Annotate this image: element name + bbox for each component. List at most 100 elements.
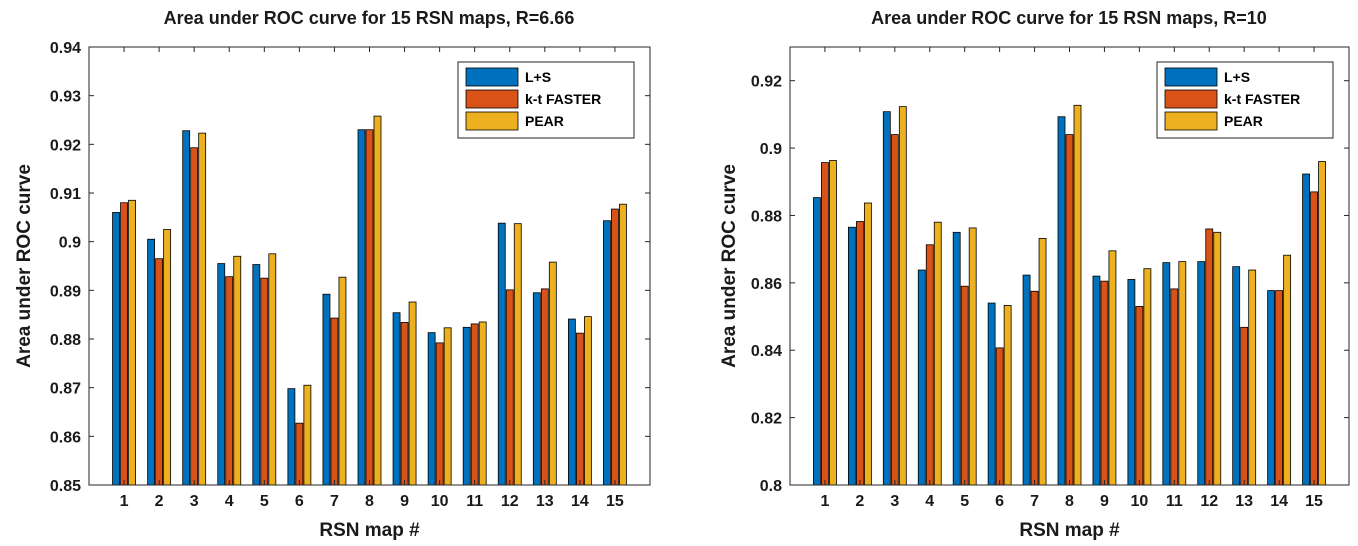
bar-l-s-11 xyxy=(462,326,471,486)
bar-pear-5 xyxy=(268,253,277,486)
bar-pear-7 xyxy=(1038,237,1047,486)
xtick-label: 8 xyxy=(365,493,374,510)
bar-l-s-7 xyxy=(1022,274,1031,486)
y-axis-label: Area under ROC curve xyxy=(14,164,35,368)
xtick-label: 7 xyxy=(330,493,339,510)
bar-l-s-13 xyxy=(532,292,541,486)
xtick-label: 3 xyxy=(190,493,199,510)
ytick-label: 0.8 xyxy=(760,478,782,495)
bar-l-s-12 xyxy=(1197,261,1206,486)
ytick-label: 0.9 xyxy=(59,235,81,252)
ytick-label: 0.82 xyxy=(751,411,782,428)
xtick-label: 14 xyxy=(1270,493,1288,510)
bar-pear-2 xyxy=(163,229,172,486)
bar-l-s-8 xyxy=(357,129,366,486)
bar-l-s-14 xyxy=(567,318,576,486)
ytick-label: 0.92 xyxy=(50,137,81,154)
bar-k-t-faster-2 xyxy=(855,221,864,486)
bar-k-t-faster-5 xyxy=(260,277,269,486)
bar-pear-12 xyxy=(1213,231,1222,486)
bar-k-t-faster-6 xyxy=(295,422,304,486)
xtick-label: 10 xyxy=(431,493,449,510)
legend-swatch-3 xyxy=(1164,111,1218,131)
bar-l-s-15 xyxy=(1302,173,1310,486)
ytick-label: 0.9 xyxy=(760,141,782,158)
bar-pear-4 xyxy=(233,255,242,486)
legend-swatch-1 xyxy=(465,67,519,87)
bar-pear-1 xyxy=(128,199,136,486)
bar-k-t-faster-13 xyxy=(1240,326,1249,486)
ytick-label: 0.85 xyxy=(50,478,81,495)
xtick-label: 5 xyxy=(960,493,969,510)
bar-pear-9 xyxy=(1108,250,1117,486)
xtick-label: 4 xyxy=(225,493,234,510)
bar-pear-1 xyxy=(829,160,837,486)
bar-l-s-6 xyxy=(987,302,996,486)
bar-k-t-faster-1 xyxy=(821,162,829,486)
bar-k-t-faster-2 xyxy=(155,258,164,486)
xtick-label: 9 xyxy=(400,493,409,510)
bar-pear-6 xyxy=(303,384,312,486)
ytick-label: 0.89 xyxy=(50,283,81,300)
legend-label-2: k-t FASTER xyxy=(525,91,601,107)
bar-pear-6 xyxy=(1003,305,1012,486)
legend: L+S k-t FASTER PEAR xyxy=(457,61,635,139)
bar-l-s-14 xyxy=(1267,290,1276,486)
bar-pear-8 xyxy=(1073,104,1082,486)
bar-pear-10 xyxy=(1143,268,1152,486)
xtick-label: 2 xyxy=(855,493,864,510)
bar-pear-15 xyxy=(619,203,627,486)
bar-l-s-10 xyxy=(427,332,436,486)
ytick-label: 0.92 xyxy=(751,74,782,91)
chart-title: Area under ROC curve for 15 RSN maps, R=… xyxy=(871,8,1267,28)
xtick-label: 7 xyxy=(1030,493,1039,510)
xtick-label: 9 xyxy=(1100,493,1109,510)
xtick-label: 2 xyxy=(155,493,164,510)
bar-k-t-faster-8 xyxy=(365,129,374,486)
bar-k-t-faster-14 xyxy=(575,332,584,486)
bar-l-s-1 xyxy=(112,212,120,486)
bar-l-s-3 xyxy=(882,111,891,486)
bar-k-t-faster-1 xyxy=(120,202,128,486)
bar-l-s-9 xyxy=(1092,275,1101,486)
xtick-label: 10 xyxy=(1130,493,1148,510)
chart-panel-2: Area under ROC curve for 15 RSN maps, R=… xyxy=(719,8,1350,541)
xtick-label: 6 xyxy=(295,493,304,510)
bar-k-t-faster-5 xyxy=(960,285,969,486)
legend-label-3: PEAR xyxy=(525,113,564,129)
bar-l-s-5 xyxy=(952,231,961,486)
ytick-label: 0.86 xyxy=(50,429,81,446)
bar-k-t-faster-7 xyxy=(1030,290,1039,486)
bar-pear-11 xyxy=(1178,261,1187,486)
bar-l-s-7 xyxy=(322,293,331,486)
bar-pear-11 xyxy=(478,321,487,486)
xtick-label: 15 xyxy=(606,493,624,510)
bar-pear-12 xyxy=(513,223,522,486)
bar-k-t-faster-3 xyxy=(890,134,899,486)
chart-panel-1: Area under ROC curve for 15 RSN maps, R=… xyxy=(14,8,651,541)
bar-l-s-11 xyxy=(1162,262,1171,486)
bar-k-t-faster-12 xyxy=(1205,228,1214,486)
bar-k-t-faster-11 xyxy=(470,323,479,486)
legend-label-3: PEAR xyxy=(1224,113,1263,129)
y-axis-label: Area under ROC curve xyxy=(719,164,740,368)
legend-swatch-1 xyxy=(1164,67,1218,87)
bar-l-s-3 xyxy=(182,130,191,486)
ytick-label: 0.87 xyxy=(50,381,81,398)
bar-l-s-1 xyxy=(813,197,821,486)
bar-l-s-2 xyxy=(147,238,156,486)
legend-swatch-3 xyxy=(465,111,519,131)
ytick-label: 0.94 xyxy=(50,40,81,57)
ytick-label: 0.93 xyxy=(50,89,81,106)
bar-l-s-5 xyxy=(252,264,261,486)
xtick-label: 11 xyxy=(466,493,483,510)
chart-title: Area under ROC curve for 15 RSN maps, R=… xyxy=(164,8,575,28)
bar-l-s-8 xyxy=(1057,116,1066,486)
bar-pear-3 xyxy=(898,106,907,486)
bar-k-t-faster-15 xyxy=(611,208,619,486)
legend: L+S k-t FASTER PEAR xyxy=(1156,61,1334,139)
bar-pear-3 xyxy=(198,132,207,486)
bar-k-t-faster-9 xyxy=(400,322,409,486)
bar-pear-15 xyxy=(1318,161,1326,486)
